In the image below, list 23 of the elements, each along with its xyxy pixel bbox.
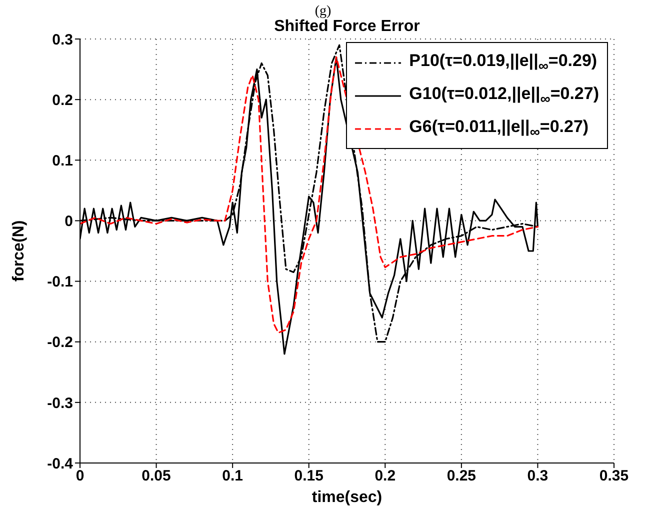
- legend-label: P10(τ=0.019,||e||$_{∞}$=0.29): [409, 50, 598, 74]
- y-tick-label: 0: [64, 213, 73, 230]
- x-tick-label: 0.35: [599, 468, 629, 485]
- x-tick-label: 0.1: [222, 468, 243, 485]
- x-tick-label: 0.25: [446, 468, 476, 485]
- y-tick-label: 0.3: [52, 31, 73, 48]
- y-tick-label: -0.4: [47, 455, 74, 472]
- chart-title: Shifted Force Error: [273, 18, 421, 36]
- x-tick-label: 0.3: [527, 468, 548, 485]
- y-tick-label: 0.2: [52, 92, 73, 109]
- legend-label: G10(τ=0.012,||e||$_{∞}$=0.27): [409, 84, 599, 108]
- x-tick-label: 0.15: [294, 468, 324, 485]
- text: (g): [314, 4, 332, 19]
- y-axis-title: force(N): [10, 220, 28, 282]
- y-tick-label: -0.1: [47, 274, 73, 291]
- y-tick-label: -0.2: [47, 334, 73, 352]
- x-tick-label: 0.2: [374, 468, 396, 485]
- x-tick-label: 0: [76, 468, 84, 485]
- x-tick-label: 0.05: [142, 468, 171, 485]
- y-tick-label: -0.3: [47, 394, 73, 412]
- legend-label: G6(τ=0.011,||e||$_{∞}$=0.27): [409, 116, 589, 140]
- x-axis-title: time(sec): [312, 489, 382, 506]
- y-tick-label: 0.1: [52, 152, 73, 170]
